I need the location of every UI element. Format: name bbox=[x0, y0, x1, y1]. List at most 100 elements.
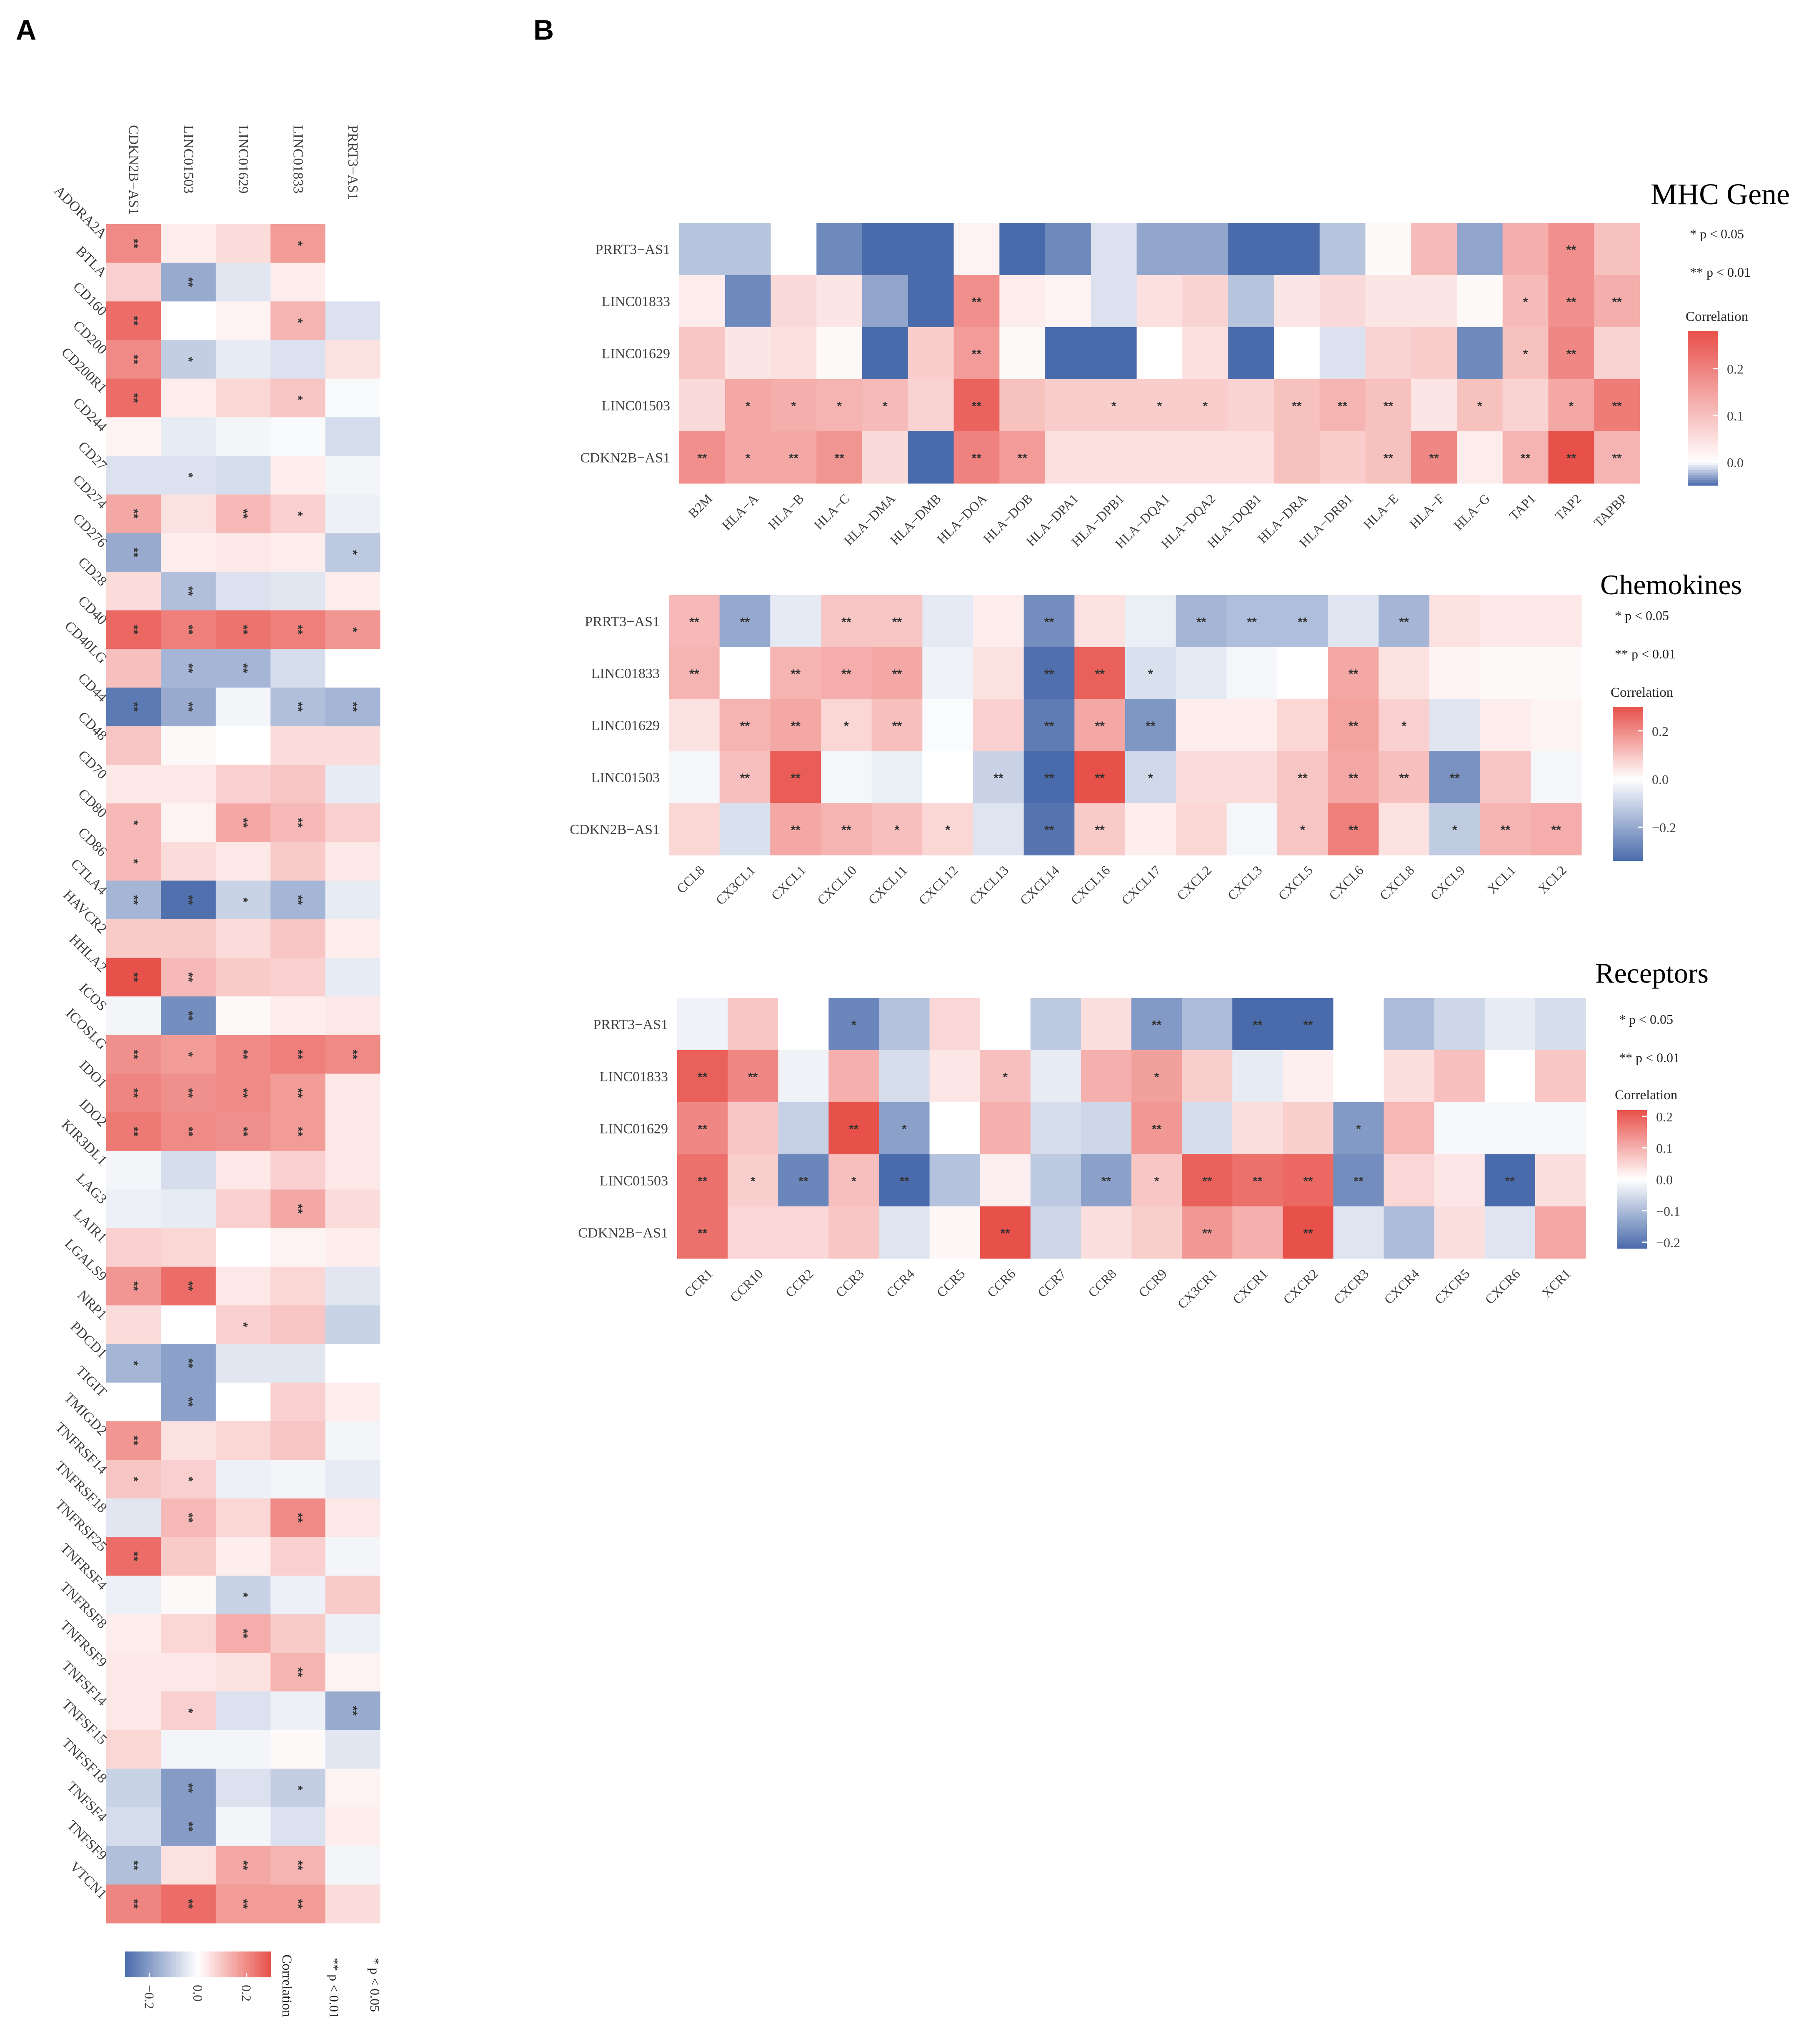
col-label: LINC01833 bbox=[290, 125, 305, 193]
cell-linc01503-ccr8 bbox=[1081, 1154, 1132, 1207]
cell-cd80-prrt3-as1 bbox=[325, 803, 380, 843]
cell-linc01503-tap2 bbox=[1548, 379, 1594, 432]
cell-tnfsf15-linc01833 bbox=[270, 1730, 326, 1769]
legend-gradient-step bbox=[1617, 1156, 1647, 1159]
cell-linc01629-cxcl12 bbox=[922, 699, 973, 751]
sig-star: ** bbox=[127, 355, 140, 365]
cell-linc01629-hla-b bbox=[771, 327, 817, 380]
cell-linc01629-hla-dpb1 bbox=[1091, 327, 1137, 380]
cell-tnfrsf4-linc01833 bbox=[270, 1576, 326, 1615]
cell-cd28-prrt3-as1 bbox=[325, 571, 380, 611]
sig-star: ** bbox=[291, 1127, 305, 1137]
cell-cd28-cdkn2b-as1 bbox=[106, 571, 161, 611]
sig-star: ** bbox=[698, 1175, 708, 1188]
sig-star: * bbox=[291, 241, 305, 246]
cell-lag3-linc01629 bbox=[215, 1189, 271, 1228]
cell-havcr2-prrt3-as1 bbox=[325, 919, 380, 958]
cell-ido2-prrt3-as1 bbox=[325, 1112, 380, 1151]
cell-linc01503-ccr6 bbox=[980, 1154, 1031, 1207]
cell-btla-cdkn2b-as1 bbox=[106, 263, 161, 302]
sig-star: * bbox=[291, 318, 305, 323]
cell-linc01833-hla-doa bbox=[953, 275, 1000, 328]
cell-linc01503-xcl1 bbox=[1480, 751, 1531, 803]
cell-linc01833-hla-dpb1 bbox=[1091, 275, 1137, 328]
col-label: B2M bbox=[685, 491, 715, 521]
sig-star: ** bbox=[1338, 400, 1348, 413]
cell-linc01833-hla-f bbox=[1411, 275, 1457, 328]
cell-linc01503-cx3cr1 bbox=[1182, 1154, 1233, 1207]
cell-nrp1-prrt3-as1 bbox=[325, 1305, 380, 1344]
heatmap-panel-a: ** ***** *** *** **** ** *** ***** ** ** ** *** ****… bbox=[51, 125, 383, 2019]
cell-cd44-prrt3-as1 bbox=[325, 687, 380, 727]
cell-havcr2-cdkn2b-as1 bbox=[106, 919, 161, 958]
sig-star: * bbox=[291, 511, 305, 516]
legend-gradient-step bbox=[1613, 833, 1643, 836]
cell-linc01503-cxcl16 bbox=[1074, 751, 1126, 803]
legend-gradient-step bbox=[1617, 1198, 1647, 1201]
row-label: ADORA2A bbox=[51, 183, 110, 242]
sig-star: ** bbox=[291, 1204, 305, 1214]
legend-gradient-step bbox=[1613, 858, 1643, 861]
sig-star: ** bbox=[236, 1860, 250, 1870]
cell-linc01503-hla-drb1 bbox=[1319, 379, 1366, 432]
sig-star: ** bbox=[1349, 667, 1359, 681]
legend-gradient-step bbox=[1613, 773, 1643, 777]
cell-tnfrsf9-linc01503 bbox=[161, 1653, 216, 1692]
cell-cd200-linc01629 bbox=[215, 340, 271, 379]
sig-star: * bbox=[291, 1786, 305, 1791]
cell-linc01833-ccr6 bbox=[980, 1050, 1031, 1103]
legend-gradient-step bbox=[1613, 756, 1643, 758]
cell-cd200-linc01503 bbox=[161, 340, 216, 379]
cell-cdkn2b-as1-cxcl13 bbox=[973, 803, 1024, 856]
cell-linc01833-cxcr5 bbox=[1434, 1050, 1485, 1103]
legend-gradient-step bbox=[142, 1951, 145, 1977]
col-label: CXCL8 bbox=[1376, 863, 1417, 903]
legend-gradient-step bbox=[1613, 853, 1643, 856]
cell-cd200r1-linc01629 bbox=[215, 378, 271, 418]
cell-cdkn2b-as1-hla-dqb1 bbox=[1228, 431, 1274, 484]
legend-tick-label: −0.1 bbox=[1656, 1203, 1680, 1218]
cell-btla-linc01503 bbox=[161, 263, 216, 302]
heatmap-receptors: Receptors* ** ** **** ** * *** ** * ** *** * ** * ** **… bbox=[578, 957, 1709, 1312]
legend-gradient-step bbox=[1613, 827, 1643, 831]
cell-cdkn2b-as1-cxcl9 bbox=[1429, 803, 1481, 856]
sig-legend-entry: ** p < 0.01 bbox=[327, 1958, 342, 2019]
cell-linc01503-hla-a bbox=[725, 379, 771, 432]
legend-tick-label: −0.2 bbox=[142, 1985, 157, 2009]
cell-tnfsf15-linc01503 bbox=[161, 1730, 216, 1769]
cell-prrt3-as1-cxcl9 bbox=[1429, 595, 1481, 648]
cell-prrt3-as1-hla-c bbox=[816, 223, 863, 275]
legend-gradient-step bbox=[144, 1951, 148, 1977]
cell-hhla2-cdkn2b-as1 bbox=[106, 958, 161, 997]
legend-gradient-step bbox=[1613, 766, 1643, 769]
cell-linc01833-ccl8 bbox=[669, 647, 720, 700]
legend-gradient-step bbox=[1617, 1234, 1647, 1237]
cell-cd40lg-prrt3-as1 bbox=[325, 649, 380, 688]
cell-cdkn2b-as1-hla-dpb1 bbox=[1091, 431, 1137, 484]
col-label: CCR8 bbox=[1085, 1266, 1119, 1300]
legend-gradient-step bbox=[1617, 1209, 1647, 1212]
sig-star: ** bbox=[127, 1127, 140, 1137]
cell-lair1-linc01833 bbox=[270, 1228, 326, 1267]
sig-star: ** bbox=[740, 771, 750, 785]
legend-gradient-step bbox=[222, 1951, 225, 1977]
col-label: HLA−DOA bbox=[934, 491, 990, 547]
sig-star: ** bbox=[1298, 615, 1308, 629]
cell-cd244-cdkn2b-as1 bbox=[106, 417, 161, 456]
sig-star: ** bbox=[182, 1783, 195, 1793]
cell-cdkn2b-as1-cxcr5 bbox=[1434, 1206, 1485, 1259]
legend-gradient-step bbox=[1613, 817, 1643, 820]
cell-linc01629-ccr8 bbox=[1081, 1102, 1132, 1155]
sig-star: ** bbox=[1247, 615, 1257, 629]
cell-lgals9-cdkn2b-as1 bbox=[106, 1266, 161, 1306]
sig-star: ** bbox=[892, 615, 902, 629]
cell-linc01503-hla-doa bbox=[953, 379, 1000, 432]
cell-tnfrsf8-linc01629 bbox=[215, 1614, 271, 1653]
col-label: CCR4 bbox=[883, 1266, 917, 1300]
legend-gradient-step bbox=[217, 1951, 220, 1977]
cell-linc01833-cxcl2 bbox=[1176, 647, 1227, 700]
cell-linc01833-cxcl5 bbox=[1277, 647, 1329, 700]
legend-gradient-step bbox=[1617, 1204, 1647, 1207]
legend-gradient-step bbox=[1613, 776, 1643, 779]
